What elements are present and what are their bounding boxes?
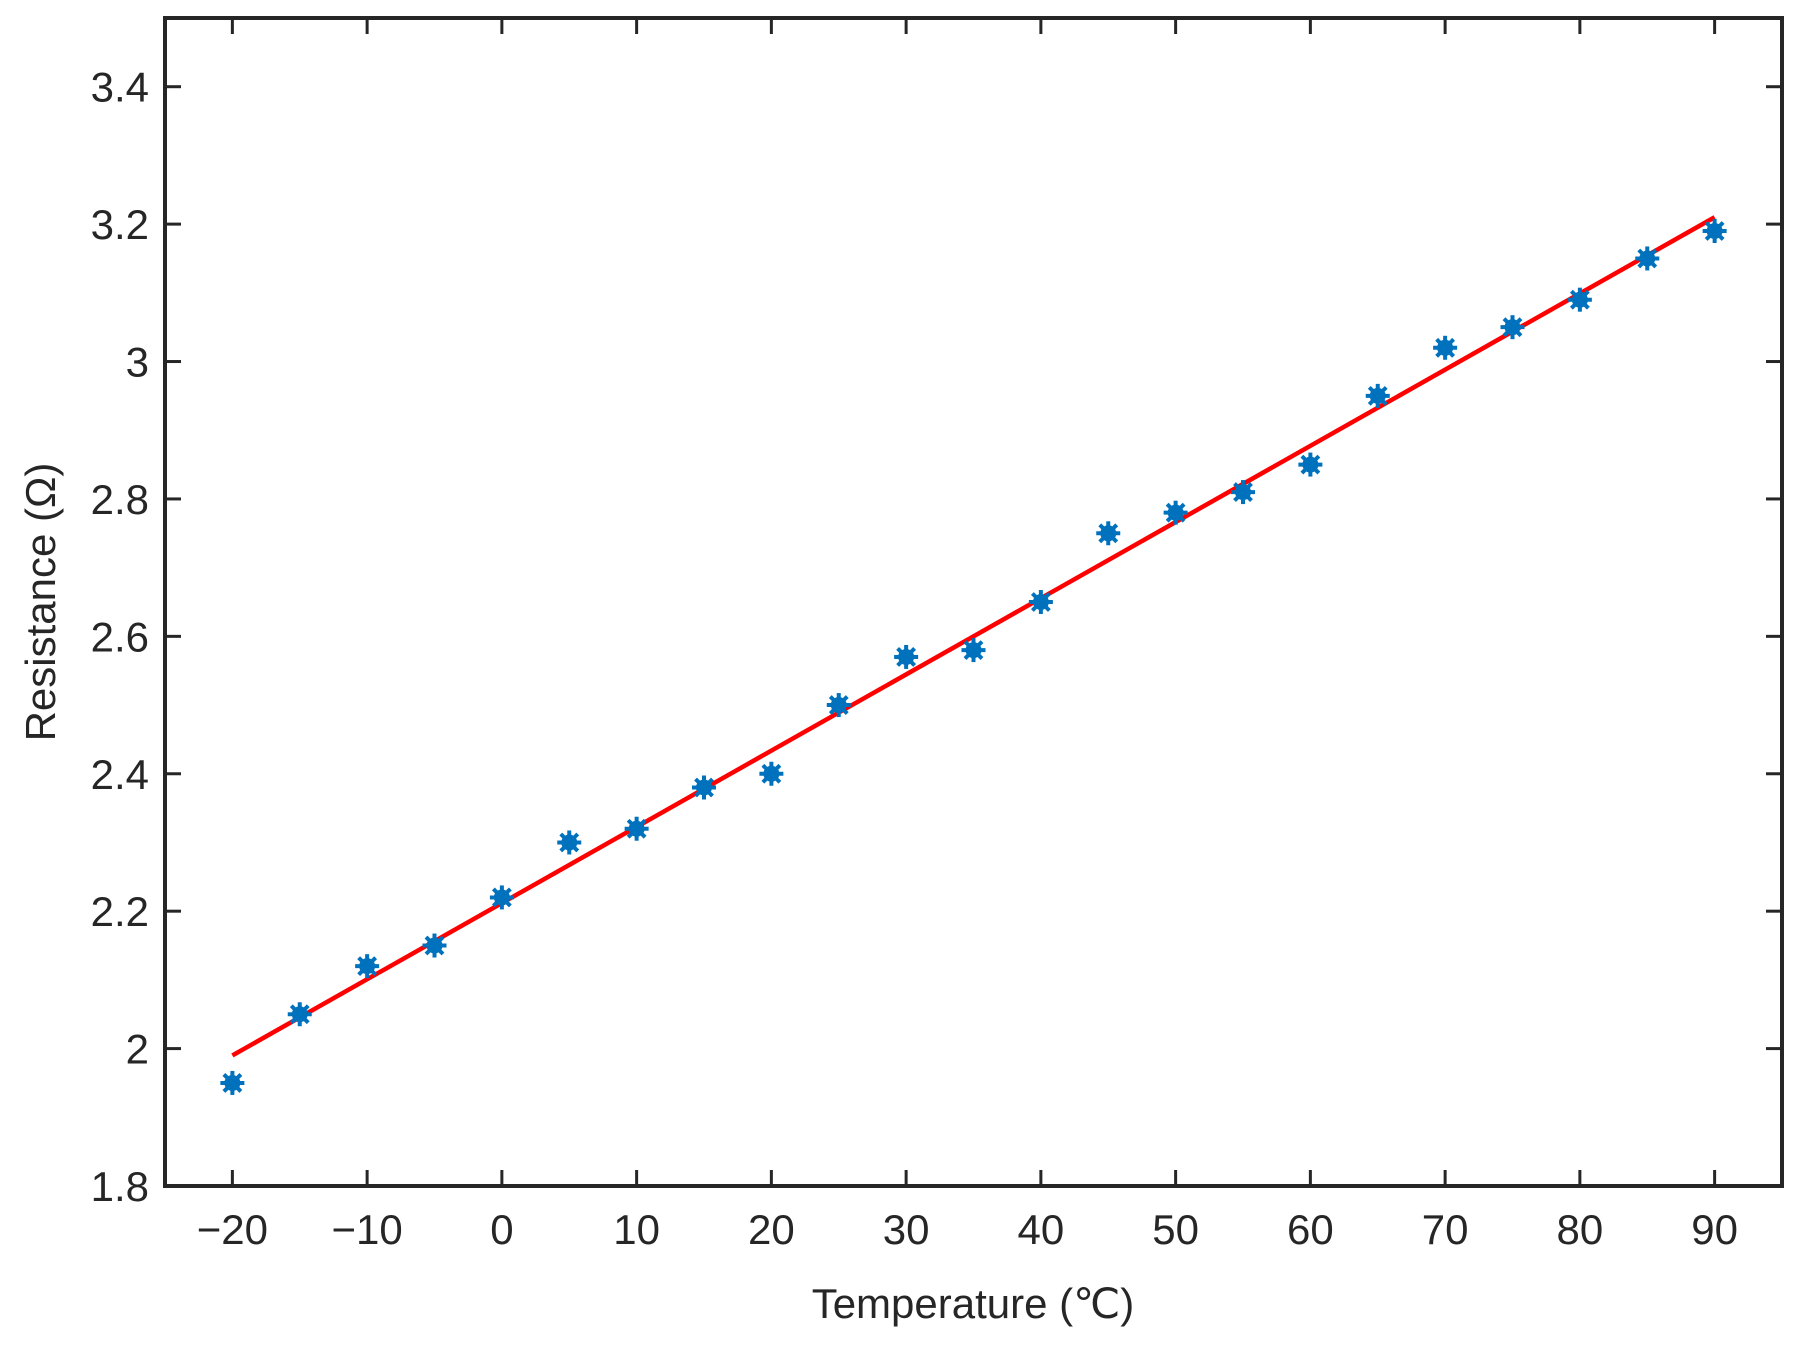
data-point (961, 638, 986, 663)
x-tick-label: 50 (1152, 1206, 1199, 1253)
x-tick-label: 30 (883, 1206, 930, 1253)
data-point (1096, 521, 1121, 546)
data-point (1365, 383, 1390, 408)
data-point (894, 644, 919, 669)
x-tick-label: 70 (1422, 1206, 1469, 1253)
data-point (355, 954, 380, 979)
x-tick-label: −10 (332, 1206, 403, 1253)
data-point (759, 761, 784, 786)
y-tick-label: 1.8 (91, 1163, 149, 1210)
y-tick-label: 2.2 (91, 888, 149, 935)
data-point (220, 1070, 245, 1095)
plot-frame (163, 16, 1784, 1188)
x-tick-label: 80 (1557, 1206, 1604, 1253)
plot-area (165, 18, 1782, 1186)
data-point (1433, 335, 1458, 360)
data-point (692, 775, 716, 800)
linear-fit-line (231, 215, 1716, 1058)
data-point (1298, 452, 1323, 477)
y-axis-label: Resistance (Ω) (17, 463, 64, 742)
y-ticks: 1.8 2 2.2 2.4 2.6 2.8 3 3.2 3.4 (91, 64, 1782, 1210)
x-tick-label: 0 (490, 1206, 513, 1253)
data-point (1231, 480, 1255, 505)
fit-line-layer (231, 215, 1716, 1058)
data-point (1163, 500, 1188, 525)
x-tick-label: 90 (1691, 1206, 1738, 1253)
x-tick-label: 10 (613, 1206, 660, 1253)
y-tick-label: 3 (126, 339, 149, 386)
data-point (422, 933, 447, 958)
y-tick-label: 2 (126, 1026, 149, 1073)
data-point (1635, 246, 1660, 271)
data-point (557, 830, 582, 855)
y-tick-label: 3.4 (91, 64, 149, 111)
x-ticks: −20 −10 0 10 20 30 40 50 60 70 80 90 (197, 18, 1738, 1253)
y-tick-label: 2.4 (91, 751, 149, 798)
x-tick-label: 60 (1287, 1206, 1334, 1253)
data-point (1567, 287, 1592, 312)
x-tick-label: 40 (1018, 1206, 1065, 1253)
x-axis-label: Temperature (℃) (812, 1280, 1135, 1327)
data-point (489, 885, 514, 910)
y-tick-label: 2.8 (91, 476, 149, 523)
x-tick-label: 20 (748, 1206, 795, 1253)
data-point (1028, 590, 1053, 614)
x-tick-label: −20 (197, 1206, 268, 1253)
y-tick-label: 3.2 (91, 201, 149, 248)
data-point (624, 816, 649, 841)
data-point (287, 1002, 312, 1027)
data-points-layer (220, 218, 1727, 1095)
data-point (1702, 218, 1727, 243)
data-point (826, 693, 851, 718)
data-point (1500, 315, 1525, 340)
y-tick-label: 2.6 (91, 613, 149, 660)
